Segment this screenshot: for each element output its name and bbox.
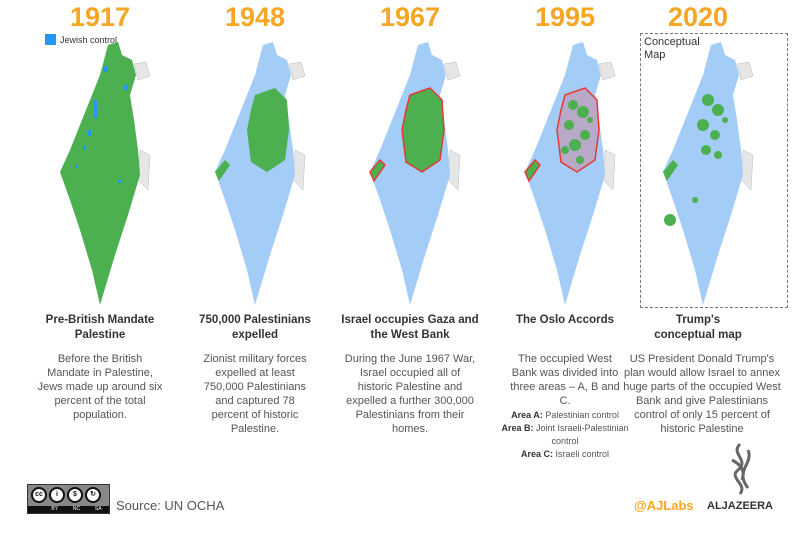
panel-description: During the June 1967 War, Israel occupie… — [344, 353, 476, 435]
year: 1948 — [224, 2, 286, 32]
area-a: Area A: Palestinian control — [477, 409, 653, 422]
panel-title: The Oslo Accords — [516, 314, 614, 326]
ajlabs-handle: @AJLabs — [634, 498, 694, 513]
panel-description: Zionist military forces expelled at leas… — [203, 353, 307, 435]
creative-commons-badge: cc i $ ↻ BY NC SA — [27, 484, 110, 514]
map-1967 — [369, 42, 461, 305]
source-text: Source: UN OCHA — [116, 498, 225, 513]
description-text: The occupied West Bank was divided into … — [510, 353, 620, 407]
year: 1917 — [69, 2, 131, 32]
area-a-label: Area A: — [511, 410, 543, 420]
area-b-text: Joint Israeli-Palestinian control — [535, 423, 629, 446]
license-sa: SA — [94, 506, 102, 512]
year: 1967 — [379, 2, 441, 32]
area-c: Area C: Israeli control — [477, 448, 653, 461]
license-nc: NC — [72, 506, 81, 512]
year: 1995 — [534, 2, 596, 32]
panel-title: Israel occupies Gaza and the West Bank — [341, 314, 479, 341]
map-2020 — [663, 42, 754, 305]
panel-title: Pre-British Mandate Palestine — [45, 314, 155, 341]
map-1917 — [60, 42, 151, 305]
jewish-control-swatch — [45, 34, 56, 45]
panel-description: The occupied West Bank was divided into … — [477, 352, 653, 461]
aljazeera-logo-icon — [731, 442, 751, 495]
aljazeera-brand: ALJAZEERA — [707, 500, 774, 512]
conceptual-map-box — [640, 33, 788, 308]
jewish-control-areas — [75, 66, 128, 183]
area-c-text: Israeli control — [555, 449, 610, 459]
sharealike-icon: ↻ — [85, 487, 101, 503]
area-a-text: Palestinian control — [545, 410, 619, 420]
panel-title: 750,000 Palestinians expelled — [199, 314, 311, 341]
noncommercial-icon: $ — [67, 487, 83, 503]
map-1948 — [215, 42, 306, 305]
panel-description: Before the British Mandate in Palestine,… — [37, 353, 163, 421]
area-c-label: Area C: — [520, 449, 553, 459]
year: 2020 — [667, 2, 729, 32]
legend-label: Jewish control — [60, 34, 118, 45]
area-b-label: Area B: — [501, 423, 534, 433]
attribution-icon: i — [49, 487, 65, 503]
panel-description: US President Donald Trump's plan would a… — [623, 353, 781, 435]
conceptual-map-label: Conceptual Map — [644, 36, 700, 61]
license-by: BY — [51, 506, 59, 512]
cc-icon: cc — [31, 487, 47, 503]
panel-title: Trump's conceptual map — [654, 314, 742, 341]
legend: Jewish control — [45, 34, 117, 45]
map-1995 — [524, 42, 616, 305]
area-list: Area A: Palestinian control Area B: Join… — [477, 409, 653, 461]
area-b: Area B: Joint Israeli-Palestinian contro… — [477, 422, 653, 448]
